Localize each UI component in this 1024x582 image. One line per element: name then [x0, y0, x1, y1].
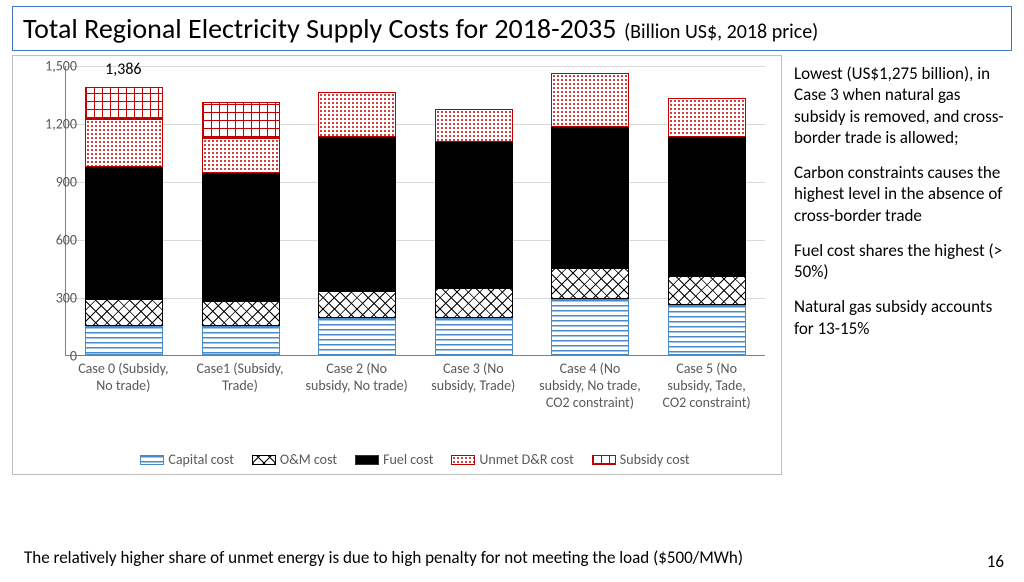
side-notes: Lowest (US$1,275 billion), in Case 3 whe…	[782, 55, 1012, 475]
bar-segment-unmet	[551, 73, 629, 127]
legend-swatch	[592, 455, 616, 465]
legend-item-om: O&M cost	[252, 451, 337, 468]
bar-segment-capital	[85, 326, 163, 355]
bar-group	[202, 102, 280, 355]
bar-segment-fuel	[668, 137, 746, 276]
bar-segment-fuel	[318, 137, 396, 292]
bars-row	[66, 66, 765, 355]
x-tick-label: Case 2 (No subsidy, No trade)	[305, 360, 409, 411]
bar-group	[85, 87, 163, 355]
legend-swatch	[252, 455, 276, 465]
legend-swatch	[355, 455, 379, 465]
bar-segment-unmet	[85, 119, 163, 167]
bar-group	[435, 109, 513, 355]
bar-segment-om	[551, 268, 629, 299]
legend-label: Unmet D&R cost	[479, 451, 573, 468]
bar-segment-fuel	[202, 173, 280, 301]
side-note-paragraph: Fuel cost shares the highest (> 50%)	[794, 240, 1008, 283]
bar-segment-subsidy	[202, 102, 280, 139]
bar-segment-om	[85, 299, 163, 326]
bar-segment-unmet	[202, 138, 280, 173]
bar-group	[318, 92, 396, 355]
legend-label: Capital cost	[168, 451, 234, 468]
bar-segment-fuel	[435, 142, 513, 288]
legend-swatch	[451, 455, 475, 465]
x-tick-label: Case 0 (Subsidy, No trade)	[71, 360, 175, 411]
title-subtitle: (Billion US$, 2018 price)	[624, 20, 818, 44]
title-box: Total Regional Electricity Supply Costs …	[12, 6, 1012, 51]
y-tick-label: 1,200	[45, 116, 77, 133]
bar-segment-om	[202, 301, 280, 326]
bar-annotation: 1,386	[105, 60, 141, 79]
x-tick-label: Case 3 (No subsidy, Trade)	[421, 360, 525, 411]
legend-label: Fuel cost	[383, 451, 433, 468]
content-row: Case 0 (Subsidy, No trade) Case1 (Subsidy…	[12, 55, 1012, 475]
x-tick-label: Case 5 (No subsidy, Tade, CO2 constraint…	[655, 360, 759, 411]
bar-segment-om	[668, 276, 746, 305]
bar-segment-fuel	[551, 127, 629, 268]
side-note-paragraph: Carbon constraints causes the highest le…	[794, 162, 1008, 226]
page-number: 16	[987, 551, 1004, 572]
bar-segment-capital	[668, 305, 746, 355]
y-tick-label: 300	[56, 290, 77, 307]
legend-label: O&M cost	[280, 451, 337, 468]
legend-item-subsidy: Subsidy cost	[592, 451, 690, 468]
footer-note: The relatively higher share of unmet ene…	[24, 547, 743, 568]
bar-segment-capital	[435, 318, 513, 355]
legend-item-unmet: Unmet D&R cost	[451, 451, 573, 468]
bar-segment-fuel	[85, 167, 163, 298]
chart-panel: Case 0 (Subsidy, No trade) Case1 (Subsidy…	[12, 55, 782, 475]
bar-group	[668, 98, 746, 355]
bar-segment-subsidy	[85, 87, 163, 119]
y-tick-label: 0	[70, 348, 77, 365]
x-tick-label: Case 4 (No subsidy, No trade, CO2 constr…	[538, 360, 642, 411]
legend: Capital cost O&M cost Fuel cost Unmet D&R c…	[65, 451, 765, 468]
bar-group	[551, 73, 629, 355]
title-main: Total Regional Electricity Supply Costs …	[23, 11, 616, 46]
legend-label: Subsidy cost	[620, 451, 690, 468]
x-tick-label: Case1 (Subsidy, Trade)	[188, 360, 292, 411]
plot-area	[65, 66, 765, 356]
y-tick-label: 900	[56, 174, 77, 191]
side-note-paragraph: Natural gas subsidy accounts for 13-15%	[794, 296, 1008, 339]
bar-segment-unmet	[318, 92, 396, 136]
bar-segment-unmet	[435, 109, 513, 143]
legend-item-capital: Capital cost	[140, 451, 234, 468]
legend-item-fuel: Fuel cost	[355, 451, 433, 468]
y-tick-label: 1,500	[45, 58, 77, 75]
x-axis-labels: Case 0 (Subsidy, No trade) Case1 (Subsidy…	[65, 360, 765, 411]
side-note-paragraph: Lowest (US$1,275 billion), in Case 3 whe…	[794, 63, 1008, 148]
legend-swatch	[140, 455, 164, 465]
bar-segment-capital	[202, 326, 280, 355]
y-tick-label: 600	[56, 232, 77, 249]
bar-segment-capital	[551, 299, 629, 355]
bar-segment-capital	[318, 318, 396, 355]
bar-segment-om	[435, 288, 513, 318]
bar-segment-om	[318, 291, 396, 318]
bar-segment-unmet	[668, 98, 746, 137]
